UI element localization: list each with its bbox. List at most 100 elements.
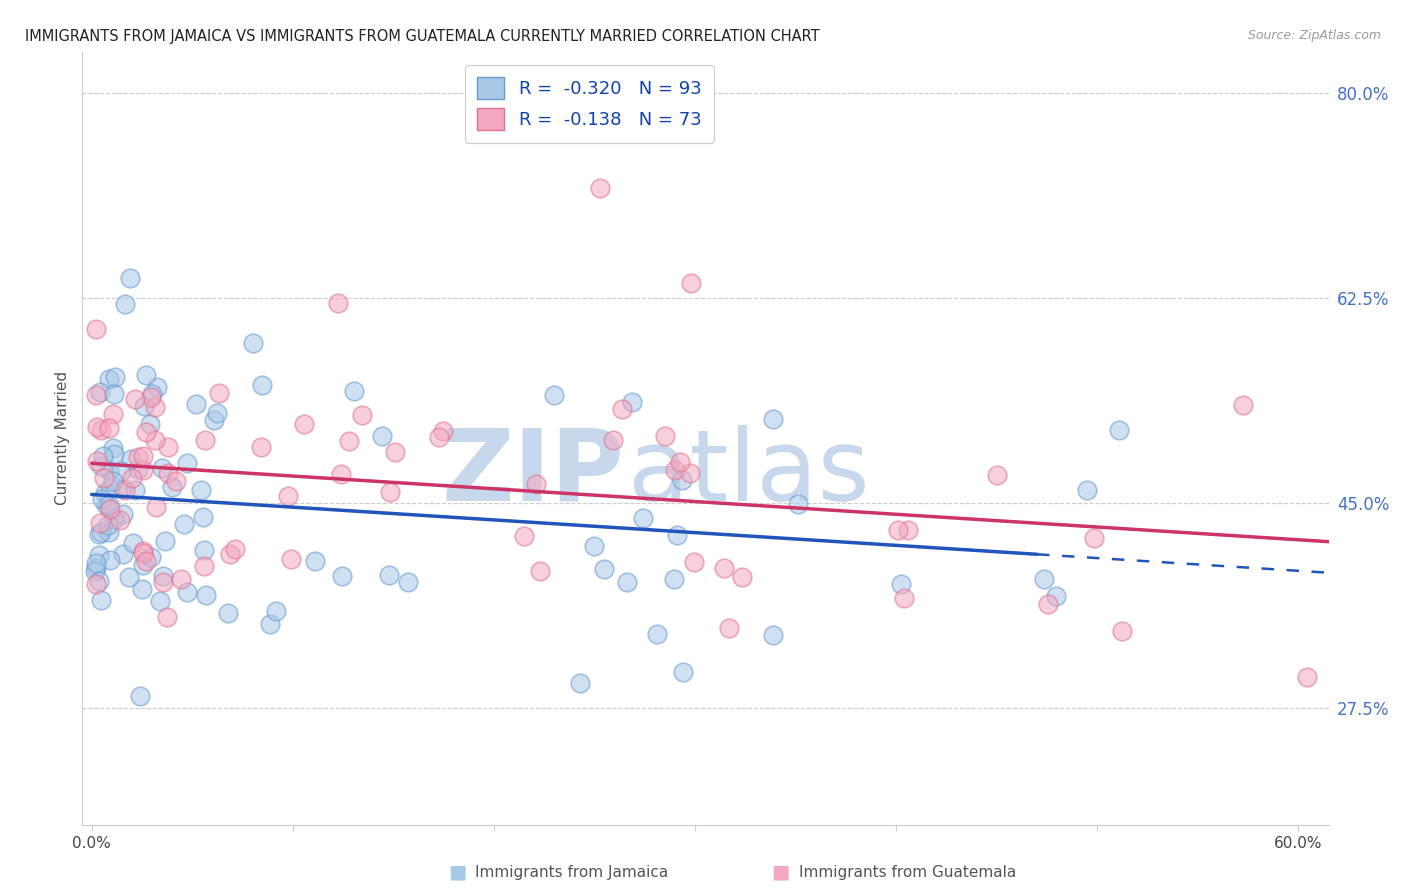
Point	[97, 517, 120, 532]
Point	[114, 483, 136, 498]
Point	[337, 434, 360, 448]
Point	[1083, 531, 1105, 545]
Point	[97, 372, 120, 386]
Point	[645, 627, 668, 641]
Point	[250, 378, 273, 392]
Point	[173, 516, 195, 531]
Point	[93, 471, 115, 485]
Point	[152, 575, 174, 590]
Point	[165, 474, 187, 488]
Point	[1076, 483, 1098, 497]
Point	[654, 429, 676, 443]
Point	[128, 690, 150, 704]
Point	[87, 574, 110, 589]
Point	[193, 559, 215, 574]
Point	[1045, 589, 1067, 603]
Point	[104, 370, 127, 384]
Point	[101, 441, 124, 455]
Point	[1295, 670, 1317, 684]
Point	[249, 440, 271, 454]
Point	[194, 434, 217, 448]
Point	[513, 529, 536, 543]
Point	[84, 577, 107, 591]
Point	[378, 567, 401, 582]
Point	[143, 433, 166, 447]
Point	[124, 392, 146, 406]
Point	[169, 572, 191, 586]
Point	[84, 322, 107, 336]
Point	[762, 627, 785, 641]
Point	[205, 406, 228, 420]
Point	[98, 553, 121, 567]
Point	[583, 539, 606, 553]
Point	[118, 271, 141, 285]
Point	[97, 421, 120, 435]
Point	[259, 617, 281, 632]
Point	[120, 452, 142, 467]
Point	[103, 407, 125, 421]
Point	[141, 387, 163, 401]
Text: ZIP: ZIP	[441, 425, 624, 522]
Point	[432, 424, 454, 438]
Point	[90, 593, 112, 607]
Text: Source: ZipAtlas.com: Source: ZipAtlas.com	[1247, 29, 1381, 42]
Point	[217, 606, 239, 620]
Point	[194, 588, 217, 602]
Point	[277, 489, 299, 503]
Text: IMMIGRANTS FROM JAMAICA VS IMMIGRANTS FROM GUATEMALA CURRENTLY MARRIED CORRELATI: IMMIGRANTS FROM JAMAICA VS IMMIGRANTS FR…	[25, 29, 820, 44]
Point	[143, 400, 166, 414]
Point	[264, 604, 287, 618]
Point	[184, 397, 207, 411]
Point	[98, 502, 121, 516]
Point	[114, 296, 136, 310]
Legend: R =  -0.320   N = 93, R =  -0.138   N = 73: R = -0.320 N = 93, R = -0.138 N = 73	[465, 64, 714, 143]
Point	[103, 512, 125, 526]
Point	[96, 498, 118, 512]
Point	[157, 466, 180, 480]
Point	[304, 554, 326, 568]
Point	[332, 568, 354, 582]
Text: ■: ■	[447, 863, 467, 882]
Point	[111, 482, 134, 496]
Point	[280, 552, 302, 566]
Point	[98, 525, 121, 540]
Point	[176, 585, 198, 599]
Point	[1108, 423, 1130, 437]
Text: Immigrants from Jamaica: Immigrants from Jamaica	[475, 865, 668, 880]
Point	[897, 523, 920, 537]
Point	[682, 555, 704, 569]
Point	[112, 547, 135, 561]
Point	[152, 569, 174, 583]
Point	[146, 380, 169, 394]
Point	[108, 513, 131, 527]
Point	[589, 180, 612, 194]
Point	[122, 536, 145, 550]
Point	[135, 425, 157, 439]
Point	[139, 390, 162, 404]
Point	[83, 564, 105, 578]
Point	[121, 470, 143, 484]
Point	[713, 561, 735, 575]
Y-axis label: Currently Married: Currently Married	[55, 371, 70, 506]
Point	[132, 546, 155, 560]
Point	[86, 556, 108, 570]
Point	[543, 388, 565, 402]
Point	[103, 447, 125, 461]
Point	[91, 449, 114, 463]
Point	[155, 609, 177, 624]
Point	[132, 399, 155, 413]
Text: ■: ■	[770, 863, 790, 882]
Point	[292, 417, 315, 431]
Point	[131, 582, 153, 596]
Text: Immigrants from Guatemala: Immigrants from Guatemala	[799, 865, 1017, 880]
Point	[352, 408, 374, 422]
Point	[208, 386, 231, 401]
Point	[886, 524, 908, 538]
Point	[330, 467, 353, 482]
Point	[370, 429, 392, 443]
Point	[145, 500, 167, 514]
Point	[762, 412, 785, 426]
Point	[87, 527, 110, 541]
Point	[135, 554, 157, 568]
Point	[89, 516, 111, 530]
